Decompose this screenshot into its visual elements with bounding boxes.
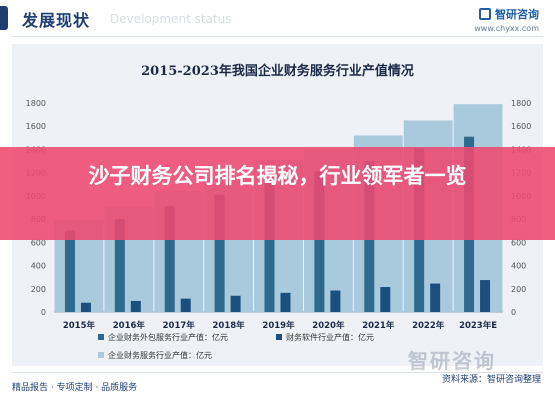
brand: 智研咨询 www.chyxx.com [474,6,539,33]
y-tick-label-left: 600 [31,238,46,247]
bar-outsourcing [114,219,125,312]
brand-logo-icon [479,8,491,20]
bar-software [280,292,291,312]
bar-software [330,290,341,312]
y-tick-label-left: 200 [31,285,46,294]
legend-label: 财务软件行业产值：亿元 [286,332,374,342]
chart-title: 2015-2023年我国企业财务服务行业产值情况 [141,64,414,79]
y-tick-label-right: 1600 [511,122,531,131]
legend-label: 企业财务外包服务行业产值：亿元 [108,332,228,342]
legend-swatch [276,334,282,340]
brand-url: www.chyxx.com [474,24,539,33]
x-tick-label: 2023年E [459,320,497,331]
y-tick-label-left: 1800 [26,99,46,108]
y-tick-label-right: 200 [511,285,526,294]
source-note: 资料来源：智研咨询整理 [441,375,541,385]
x-tick-label: 2016年 [113,320,146,331]
header-divider [12,36,543,37]
footer-slogan: 精品报告 · 专项定制 · 品质服务 [12,383,138,393]
y-tick-label-left: 400 [31,262,46,271]
y-tick-label-left: 1600 [26,122,46,131]
y-tick-label-right: 400 [511,262,526,271]
y-tick-label-right: 0 [511,308,516,317]
bar-software [180,298,191,312]
bar-software [480,280,491,312]
headline-text: 沙子财务公司排名揭秘，行业领军者一览 [88,164,467,188]
x-tick-label: 2022年 [412,320,445,331]
footer: 精品报告 · 专项定制 · 品质服务 资料来源：智研咨询整理 [0,372,555,400]
y-tick-label-right: 1800 [511,99,531,108]
bar-outsourcing [314,171,325,312]
x-tick-label: 2019年 [262,320,295,331]
brand-name: 智研咨询 [495,8,539,21]
bar-software [430,283,441,312]
legend-label: 企业财务服务行业产值：亿元 [108,350,212,360]
headline-banner: 沙子财务公司排名揭秘，行业领军者一览 [0,147,555,240]
x-tick-label: 2017年 [163,320,196,331]
bar-outsourcing [64,230,75,312]
legend-swatch [98,352,104,358]
watermark: 智研咨询 [408,349,496,373]
y-tick-label-right: 600 [511,238,526,247]
x-tick-label: 2021年 [362,320,395,331]
x-tick-label: 2020年 [312,320,345,331]
y-tick-label-left: 0 [41,308,46,317]
bar-outsourcing [214,194,225,312]
bar-software [380,287,391,312]
x-tick-label: 2015年 [63,320,96,331]
bar-outsourcing [264,179,275,312]
bar-outsourcing [164,206,175,312]
header-accent [0,6,8,30]
page-title: 发展现状 [22,11,91,30]
x-tick-label: 2018年 [213,320,246,331]
footer-divider [12,372,543,373]
legend-swatch [98,334,104,340]
bar-software [80,302,91,312]
page-subtitle: Development status [110,12,232,26]
bar-software [230,295,241,312]
bar-software [130,300,141,312]
header-bar: 发展现状 Development status 智研咨询 www.chyxx.c… [0,0,555,40]
